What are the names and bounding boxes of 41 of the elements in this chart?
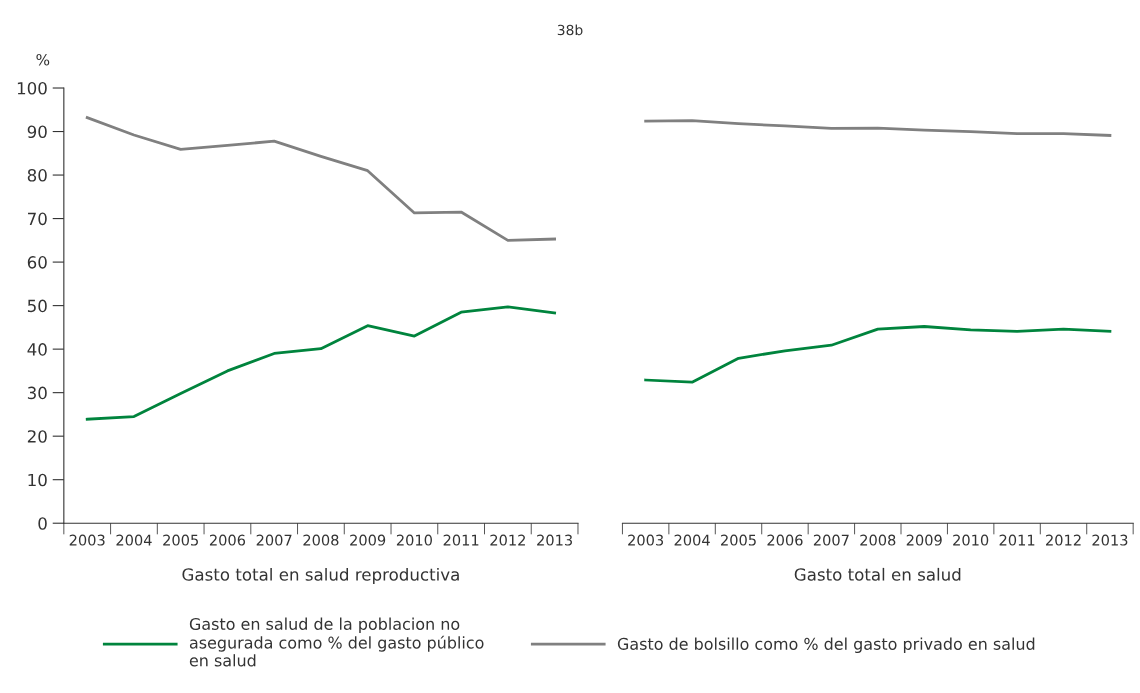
y-tick-label: 70	[28, 212, 47, 226]
x-tick-label: 2013	[1092, 534, 1128, 546]
y-tick-label: 60	[27, 256, 47, 269]
chart-title: 38b	[557, 24, 583, 36]
x-tick-label: 2005	[721, 534, 756, 546]
x-axis-title: Gasto total en salud reproductiva	[182, 567, 459, 585]
x-tick-label: 2007	[256, 534, 292, 546]
x-tick-label: 2003	[628, 534, 664, 546]
x-tick-label: 2006	[209, 534, 246, 546]
x-tick-label: 2008	[303, 534, 339, 546]
x-tick-label: 2011	[999, 534, 1035, 546]
x-tick-label: 2006	[767, 534, 803, 546]
x-tick-label: 2005	[163, 534, 198, 546]
x-tick-label: 2010	[396, 534, 432, 546]
x-tick-label: 2004	[674, 534, 710, 546]
x-tick-label: 2010	[953, 534, 989, 546]
y-tick-label: 10	[28, 473, 47, 487]
x-axis-title: Gasto total en salud	[794, 567, 961, 581]
line-series	[85, 305, 556, 421]
x-tick-label: 2011	[443, 534, 479, 546]
x-tick-label: 2012	[490, 534, 525, 546]
x-tick-label: 2012	[1046, 534, 1081, 546]
y-tick-label: 50	[27, 299, 47, 313]
y-tick-label: 0	[38, 517, 47, 530]
y-tick-label: 100	[17, 81, 47, 95]
y-tick-label: 20	[27, 430, 47, 443]
line-series	[85, 116, 556, 242]
y-tick-label: 30	[27, 386, 47, 400]
x-tick-label: 2009	[350, 534, 386, 546]
y-tick-label: 90	[27, 125, 47, 139]
legend-label: Gasto en salud de la poblacion no asegurada como % del gasto público en salud	[189, 617, 484, 667]
x-tick-label: 2009	[906, 534, 942, 546]
x-tick-label: 2004	[116, 534, 152, 546]
y-tick-label: 40	[27, 343, 47, 356]
x-tick-label: 2008	[860, 534, 896, 546]
x-tick-label: 2003	[69, 534, 105, 546]
y-tick-label: 80	[27, 169, 47, 182]
legend-label: Gasto de bolsillo como % del gasto privado en salud	[617, 637, 1035, 653]
x-tick-label: 2007	[813, 534, 849, 546]
x-tick-label: 2013	[537, 534, 572, 546]
y-axis-title: %	[36, 53, 50, 66]
